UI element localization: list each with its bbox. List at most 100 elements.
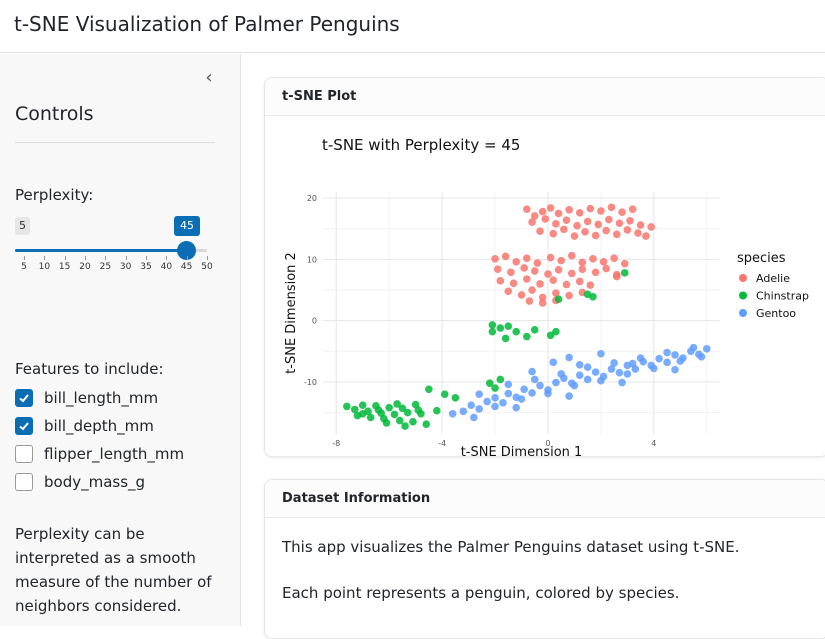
legend-key bbox=[739, 309, 747, 317]
scatter-point bbox=[697, 353, 706, 361]
main-panel: t-SNE Plot -8 -4 0 4 -10 0 10 20 t-SNE with Perp… bbox=[242, 54, 825, 639]
scatter-point bbox=[491, 402, 499, 411]
scatter-point bbox=[565, 353, 573, 362]
legend-title: species bbox=[737, 251, 786, 266]
y-tick-label: -10 bbox=[304, 378, 317, 387]
checkbox[interactable] bbox=[15, 473, 33, 491]
slider-ticks: 5 10 15 20 25 30 35 40 45 50 bbox=[15, 256, 215, 272]
scatter-point bbox=[575, 371, 584, 379]
info-card: Dataset Information This app visualizes … bbox=[264, 479, 825, 639]
scatter-point bbox=[636, 221, 645, 229]
slider-tick bbox=[64, 256, 66, 260]
x-tick-label: -4 bbox=[438, 439, 446, 448]
slider-tick-label: 25 bbox=[99, 262, 112, 272]
scatter-point bbox=[549, 276, 558, 285]
scatter-point bbox=[610, 359, 618, 367]
scatter-point bbox=[358, 401, 367, 410]
scatter-point bbox=[552, 378, 560, 387]
scatter-point bbox=[567, 251, 576, 260]
scatter-point bbox=[382, 419, 391, 427]
scatter-point bbox=[562, 216, 571, 224]
scatter-point bbox=[575, 209, 584, 217]
scatter-point bbox=[615, 219, 624, 228]
scatter-point bbox=[628, 359, 637, 368]
scatter-point bbox=[530, 375, 539, 384]
scatter-point bbox=[366, 413, 375, 422]
check-icon bbox=[19, 422, 29, 431]
scatter-point bbox=[618, 378, 626, 387]
y-tick-label: 10 bbox=[307, 255, 317, 264]
scatter-point bbox=[597, 207, 605, 215]
scatter-point bbox=[549, 229, 558, 238]
checkbox-flipper-length[interactable]: flipper_length_mm bbox=[15, 443, 184, 465]
slider-tick bbox=[24, 256, 25, 260]
slider-fill bbox=[15, 249, 187, 252]
app-header: t-SNE Visualization of Palmer Penguins bbox=[0, 0, 825, 53]
scatter-point bbox=[395, 416, 404, 425]
scatter-point bbox=[496, 375, 505, 384]
checkbox[interactable] bbox=[15, 417, 33, 435]
scatter-point bbox=[541, 215, 550, 223]
scatter-point bbox=[504, 380, 513, 389]
slider-handle[interactable] bbox=[177, 241, 197, 260]
chevron-left-icon[interactable]: ‹ bbox=[205, 67, 213, 88]
scatter-point bbox=[536, 227, 544, 236]
scatter-point bbox=[512, 327, 521, 336]
scatter-point bbox=[520, 264, 528, 272]
checkbox-label: bill_length_mm bbox=[44, 389, 159, 407]
scatter-point bbox=[575, 360, 584, 369]
scatter-point bbox=[491, 394, 499, 402]
perplexity-slider[interactable]: 5 45 5 10 15 20 25 30 35 40 45 50 bbox=[15, 214, 215, 274]
scatter-point bbox=[560, 225, 568, 234]
x-tick-label: 0 bbox=[545, 439, 550, 448]
scatter-point bbox=[459, 407, 468, 416]
scatter-point bbox=[433, 406, 441, 415]
scatter-point bbox=[398, 404, 407, 413]
slider-tick-label: 35 bbox=[140, 262, 152, 272]
scatter-point bbox=[599, 258, 608, 266]
scatter-point bbox=[565, 392, 573, 400]
scatter-point bbox=[591, 268, 600, 277]
scatter-point bbox=[470, 413, 478, 422]
scatter-point bbox=[663, 358, 671, 367]
scatter-point bbox=[663, 348, 671, 357]
scatter-point bbox=[612, 230, 621, 239]
scatter-point bbox=[403, 408, 412, 417]
scatter-point bbox=[634, 229, 642, 237]
checkbox-bill-length[interactable]: bill_length_mm bbox=[15, 387, 158, 409]
scatter-point bbox=[546, 204, 555, 212]
scatter-point bbox=[374, 406, 383, 414]
scatter-point bbox=[496, 277, 505, 285]
slider-tick-label: 45 bbox=[180, 262, 193, 272]
scatter-point bbox=[475, 405, 483, 413]
scatter-point bbox=[605, 215, 613, 224]
scatter-point bbox=[626, 216, 634, 225]
check-icon bbox=[19, 394, 29, 403]
scatter-point bbox=[615, 368, 624, 377]
scatter-point bbox=[343, 402, 351, 411]
scatter-point bbox=[671, 365, 679, 374]
features-label: Features to include: bbox=[15, 360, 164, 378]
checkbox-body-mass[interactable]: body_mass_g bbox=[15, 471, 145, 493]
scatter-point bbox=[623, 370, 632, 378]
scatter-point bbox=[562, 280, 571, 289]
scatter-point bbox=[517, 291, 526, 299]
scatter-point bbox=[623, 226, 632, 234]
checkbox-bill-depth[interactable]: bill_depth_mm bbox=[15, 415, 154, 437]
scatter-point bbox=[530, 212, 539, 220]
scatter-point bbox=[591, 231, 600, 240]
y-tick-label: 0 bbox=[312, 317, 317, 326]
legend-label: Gentoo bbox=[756, 307, 796, 320]
checkbox[interactable] bbox=[15, 445, 33, 463]
x-tick-label: -8 bbox=[332, 439, 340, 448]
slider-tick bbox=[186, 256, 188, 260]
scatter-point bbox=[546, 331, 555, 340]
scatter-point bbox=[602, 264, 610, 273]
slider-min-badge: 5 bbox=[15, 217, 30, 235]
scatter-point bbox=[522, 254, 531, 262]
scatter-point bbox=[520, 385, 528, 394]
app-title: t-SNE Visualization of Palmer Penguins bbox=[14, 12, 400, 36]
checkbox[interactable] bbox=[15, 389, 33, 407]
scatter-point bbox=[575, 277, 584, 286]
scatter-point bbox=[671, 351, 679, 359]
